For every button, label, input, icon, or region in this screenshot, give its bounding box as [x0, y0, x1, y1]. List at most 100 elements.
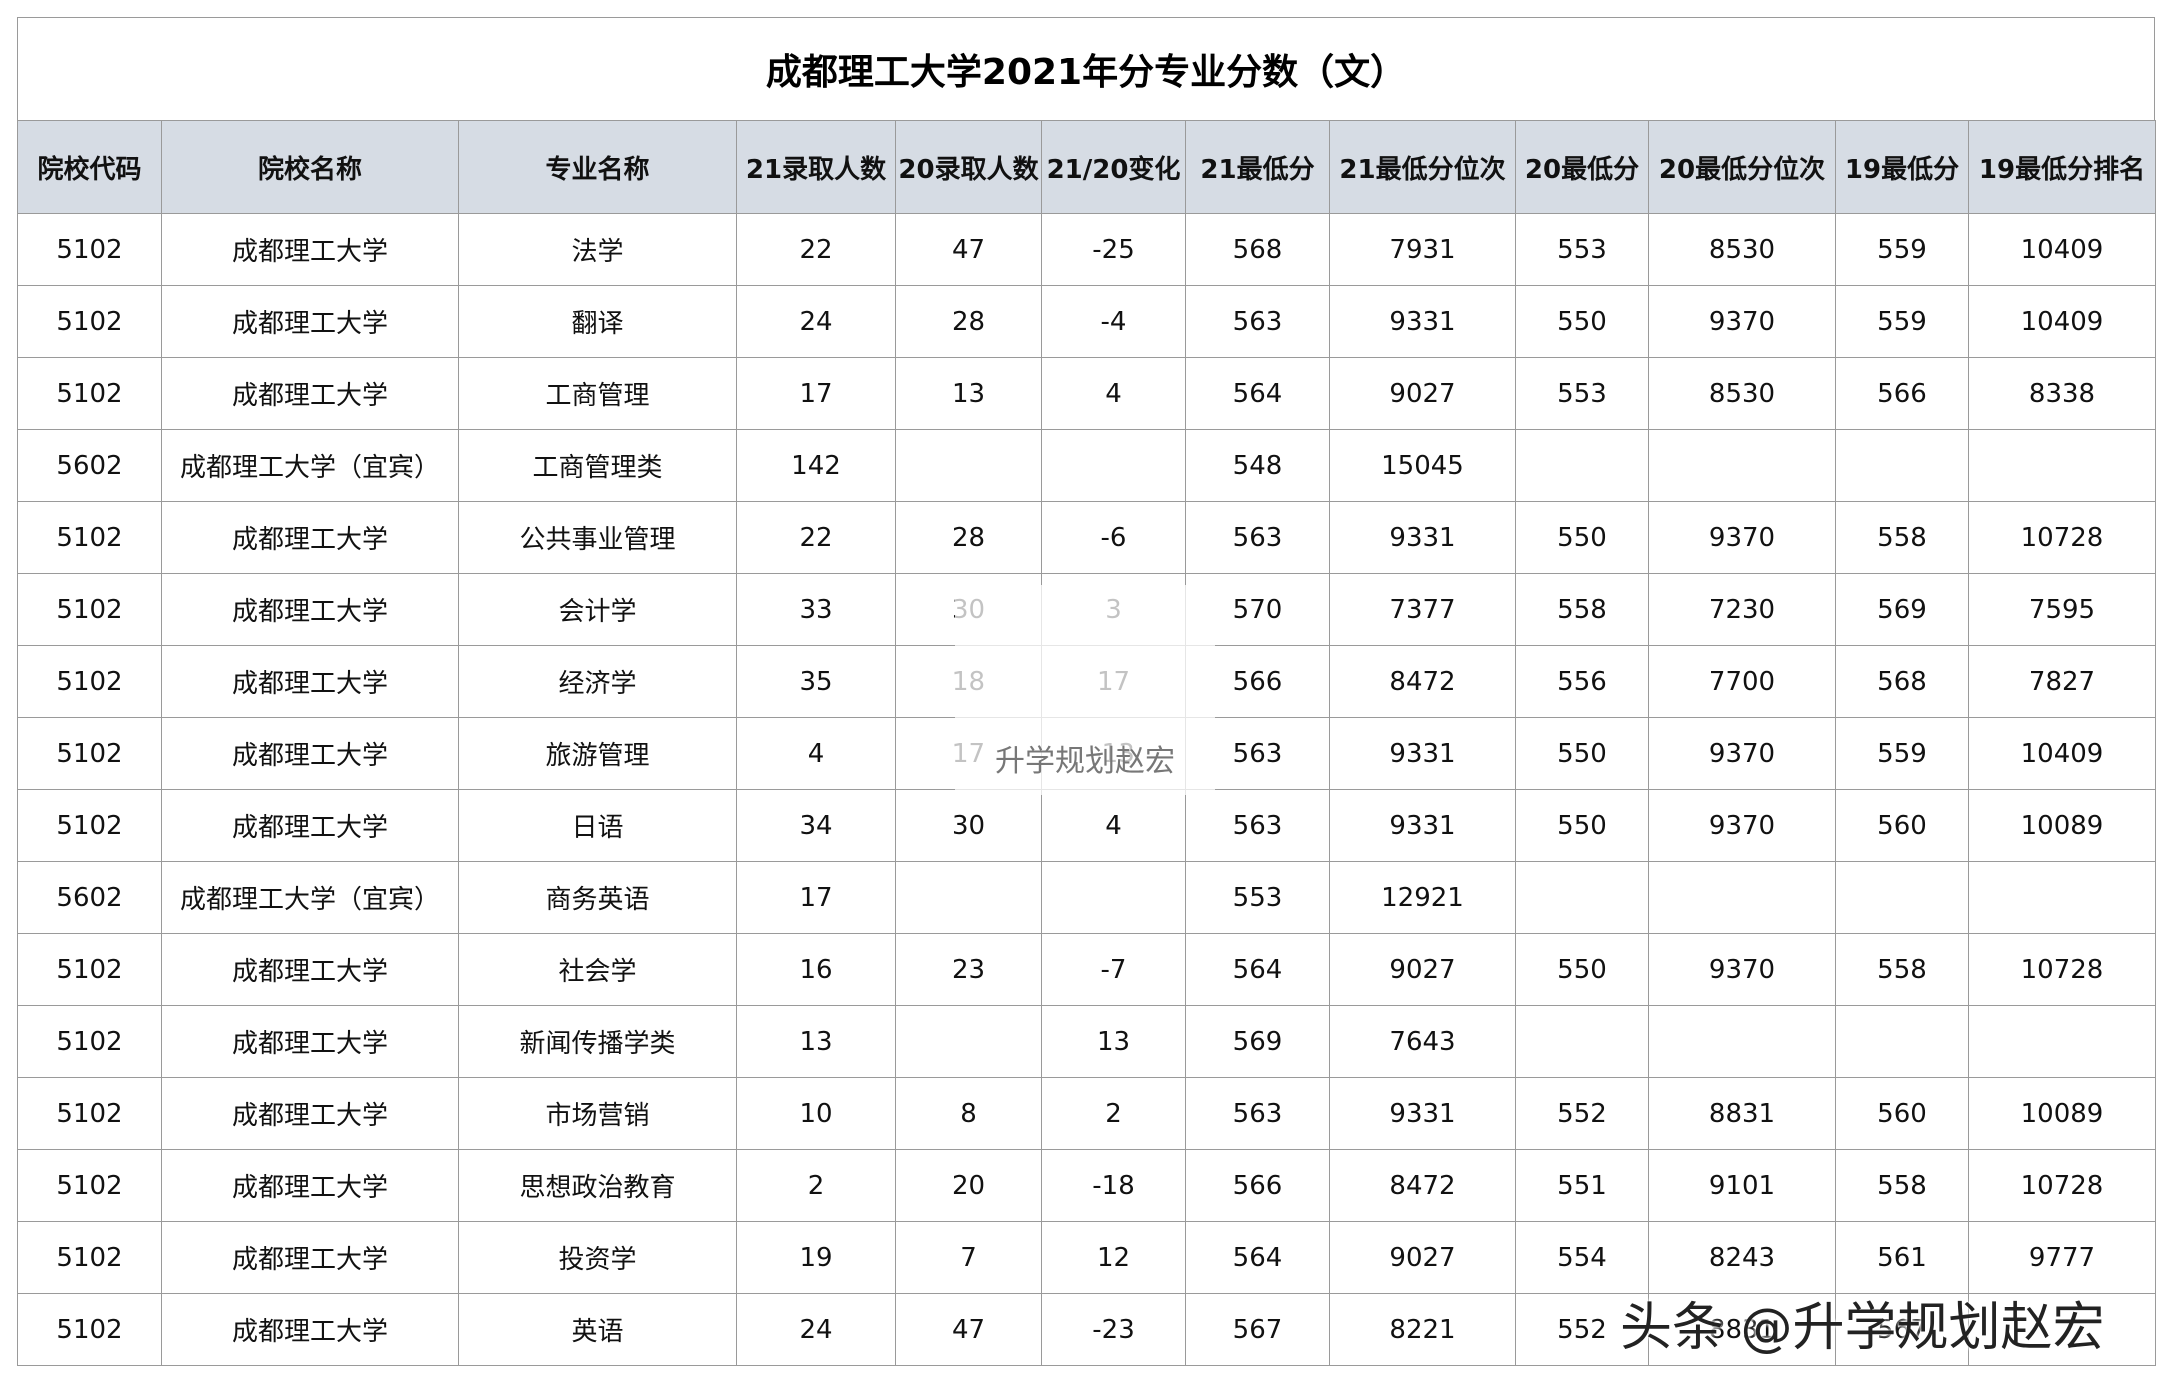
table-cell: 558: [1515, 573, 1649, 646]
table-cell: 8472: [1329, 1149, 1516, 1222]
table-cell: 5102: [17, 645, 162, 718]
table-cell: 9331: [1329, 501, 1516, 574]
table-cell: 9370: [1648, 933, 1836, 1006]
table-cell: [1968, 861, 2156, 934]
table-row: 5102 成都理工大学 新闻传播学类 13 13 569 7643: [17, 1005, 2156, 1078]
table-cell: 市场营销: [458, 1077, 737, 1150]
table-cell: 5102: [17, 213, 162, 286]
table-cell: [1968, 1293, 2156, 1366]
table-cell: 投资学: [458, 1221, 737, 1294]
table-cell: -23: [1041, 1293, 1186, 1366]
table-cell: [1648, 1005, 1836, 1078]
table-cell: 567: [1185, 1293, 1330, 1366]
table-cell: 工商管理类: [458, 429, 737, 502]
table-cell: -25: [1041, 213, 1186, 286]
table-row: 5102 成都理工大学 思想政治教育 2 20 -18 566 8472 551 9101 558 1…: [17, 1149, 2156, 1222]
header-cell: 专业名称: [458, 120, 737, 214]
table-cell: 567: [1835, 1293, 1969, 1366]
table-cell: 8472: [1329, 645, 1516, 718]
table-cell: 561: [1835, 1221, 1969, 1294]
table-cell: 5102: [17, 1221, 162, 1294]
table-title: 成都理工大学2021年分专业分数（文）: [17, 17, 2155, 120]
table-cell: [895, 861, 1042, 934]
table-cell: 成都理工大学: [161, 1221, 459, 1294]
table-cell: 22: [736, 213, 896, 286]
table-cell: 564: [1185, 933, 1330, 1006]
header-cell: 21最低分: [1185, 120, 1330, 214]
table-cell: 17: [736, 357, 896, 430]
table-cell: 9331: [1329, 285, 1516, 358]
table-body: 5102 成都理工大学 法学 22 47 -25 568 7931 553 8530 559 1040…: [17, 213, 2156, 1366]
table-cell: 9027: [1329, 357, 1516, 430]
table-cell: 17: [736, 861, 896, 934]
table-cell: 34: [736, 789, 896, 862]
table-cell: 568: [1185, 213, 1330, 286]
table-cell: 550: [1515, 789, 1649, 862]
table-cell: 554: [1515, 1221, 1649, 1294]
watermark: 升学规划赵宏: [955, 585, 1215, 795]
table-cell: [1968, 429, 2156, 502]
table-cell: [1835, 1005, 1969, 1078]
table-cell: [1041, 429, 1186, 502]
table-cell: 8530: [1648, 213, 1836, 286]
table-cell: 10089: [1968, 789, 2156, 862]
table-cell: 社会学: [458, 933, 737, 1006]
table-cell: 566: [1835, 357, 1969, 430]
table-cell: 成都理工大学: [161, 357, 459, 430]
table-cell: 5102: [17, 501, 162, 574]
table-cell: 559: [1835, 717, 1969, 790]
table-cell: 5102: [17, 1077, 162, 1150]
table-cell: 5602: [17, 429, 162, 502]
table-cell: 550: [1515, 501, 1649, 574]
table-cell: 24: [736, 285, 896, 358]
table-cell: 552: [1515, 1293, 1649, 1366]
table-cell: 558: [1835, 933, 1969, 1006]
table-cell: 563: [1185, 789, 1330, 862]
table-cell: 15045: [1329, 429, 1516, 502]
table-row: 5102 成都理工大学 法学 22 47 -25 568 7931 553 8530 559 1040…: [17, 213, 2156, 286]
table-cell: 556: [1515, 645, 1649, 718]
table-row: 5102 成都理工大学 社会学 16 23 -7 564 9027 550 9370 558 1072…: [17, 933, 2156, 1006]
table-row: 5102 成都理工大学 投资学 19 7 12 564 9027 554 8243 561 9777: [17, 1221, 2156, 1294]
table-cell: 5602: [17, 861, 162, 934]
table-cell: 9370: [1648, 285, 1836, 358]
table-cell: [1835, 861, 1969, 934]
table-row: 5102 成都理工大学 市场营销 10 8 2 563 9331 552 8831 560 10089: [17, 1077, 2156, 1150]
table-cell: 28: [895, 501, 1042, 574]
table-cell: 8221: [1329, 1293, 1516, 1366]
header-cell: 院校代码: [17, 120, 162, 214]
table-row: 5102成都理工大学旅游管理417-1356393315509370559104…: [17, 717, 2156, 790]
table-cell: 5102: [17, 1005, 162, 1078]
table-cell: 成都理工大学: [161, 501, 459, 574]
table-cell: 7230: [1648, 573, 1836, 646]
table-cell: -4: [1041, 285, 1186, 358]
table-cell: 成都理工大学（宜宾）: [161, 861, 459, 934]
table-cell: 558: [1835, 501, 1969, 574]
table-cell: 5102: [17, 1149, 162, 1222]
table-cell: 10728: [1968, 1149, 2156, 1222]
header-cell: 21/20变化: [1041, 120, 1186, 214]
table-cell: 7931: [1329, 213, 1516, 286]
table-cell: 2: [736, 1149, 896, 1222]
table-cell: 569: [1185, 1005, 1330, 1078]
header-cell: 21最低分位次: [1329, 120, 1516, 214]
table-cell: 成都理工大学: [161, 1077, 459, 1150]
table-cell: 成都理工大学: [161, 1149, 459, 1222]
table-cell: 10728: [1968, 933, 2156, 1006]
table-cell: 9331: [1329, 1077, 1516, 1150]
table-cell: 548: [1185, 429, 1330, 502]
table-cell: 5102: [17, 357, 162, 430]
table-cell: 568: [1835, 645, 1969, 718]
table-cell: 10409: [1968, 717, 2156, 790]
table-cell: 7377: [1329, 573, 1516, 646]
table-cell: 8530: [1648, 357, 1836, 430]
table-cell: 12: [1041, 1221, 1186, 1294]
table-cell: 8338: [1968, 357, 2156, 430]
table-cell: 4: [1041, 789, 1186, 862]
table-cell: 成都理工大学: [161, 573, 459, 646]
table-row: 5602 成都理工大学（宜宾） 工商管理类 142 548 15045: [17, 429, 2156, 502]
table-cell: 35: [736, 645, 896, 718]
corner-watermark: 头条 @升学规划赵宏: [1620, 1298, 2105, 1358]
table-cell: 563: [1185, 285, 1330, 358]
table-cell: [1835, 429, 1969, 502]
